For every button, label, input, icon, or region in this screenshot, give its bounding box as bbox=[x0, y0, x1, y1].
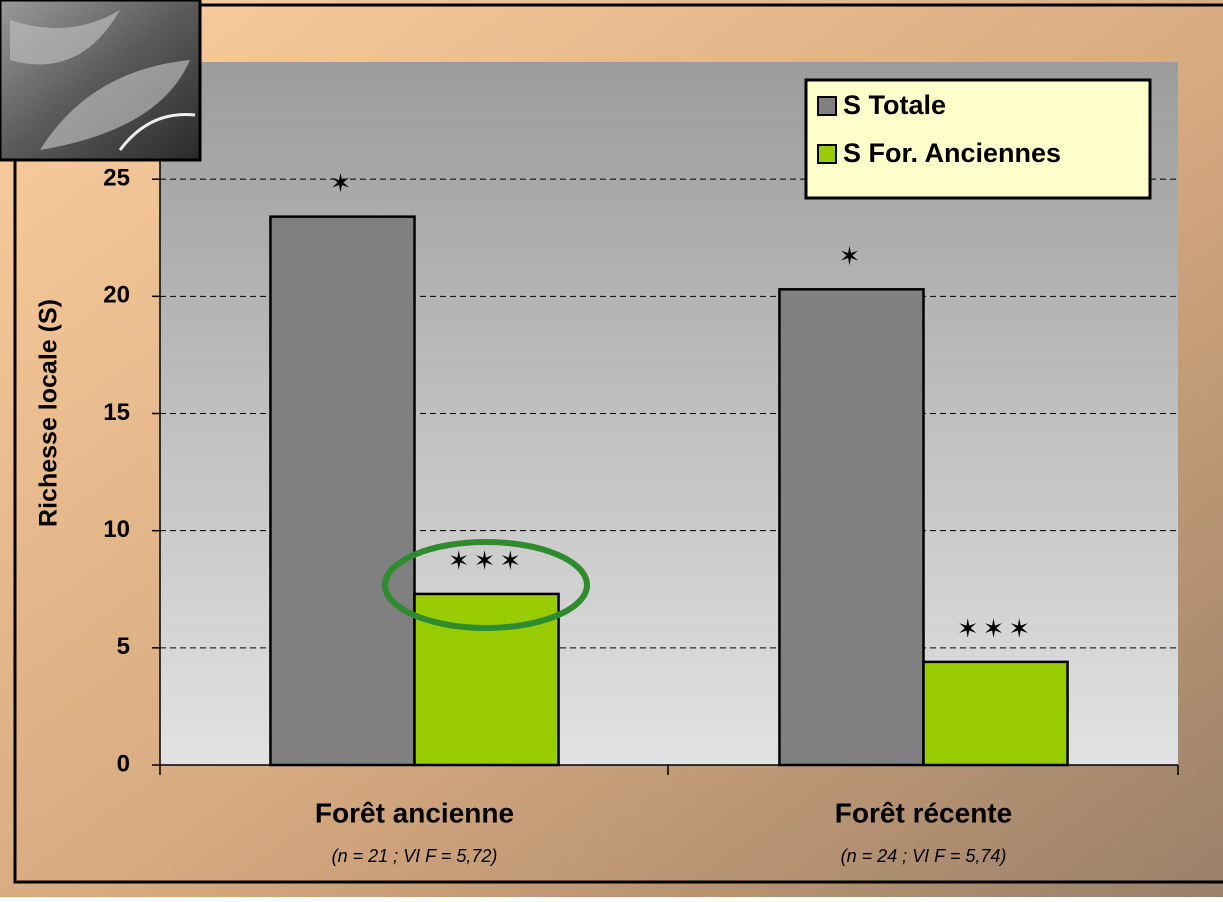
legend-swatch bbox=[817, 96, 837, 116]
y-tick-label: 20 bbox=[103, 282, 130, 309]
bar bbox=[922, 660, 1069, 767]
category-note: (n = 21 ; VI F = 5,72) bbox=[332, 846, 498, 866]
category-separator bbox=[159, 765, 1179, 775]
photo bbox=[0, 0, 202, 162]
x-tick-label: Forêt ancienne bbox=[315, 797, 514, 828]
y-tick-label: 15 bbox=[103, 399, 130, 426]
y-tick-label: 5 bbox=[117, 633, 130, 660]
y-tick-label: 25 bbox=[103, 165, 130, 192]
legend-label: S For. Anciennes bbox=[843, 138, 1061, 168]
frame bbox=[13, 3, 1223, 884]
highlight-ellipse bbox=[382, 539, 590, 631]
significance-marker: ✶ bbox=[839, 242, 865, 272]
bar bbox=[778, 288, 925, 767]
y-tick-label: 0 bbox=[117, 750, 130, 777]
significance-marker: ✶✶✶ bbox=[957, 614, 1034, 644]
y-tick-label: 10 bbox=[103, 516, 130, 543]
legend-label: S Totale bbox=[843, 90, 946, 120]
legend-swatch bbox=[817, 144, 837, 164]
x-tick-label: Forêt récente bbox=[835, 797, 1012, 828]
significance-marker: ✶✶✶ bbox=[448, 546, 525, 576]
category-note: (n = 24 ; VI F = 5,74) bbox=[841, 846, 1007, 866]
bar bbox=[269, 215, 416, 767]
y-axis-label: Richesse locale (S) bbox=[35, 299, 63, 527]
legend bbox=[804, 78, 1152, 200]
significance-marker: ✶ bbox=[330, 169, 356, 199]
